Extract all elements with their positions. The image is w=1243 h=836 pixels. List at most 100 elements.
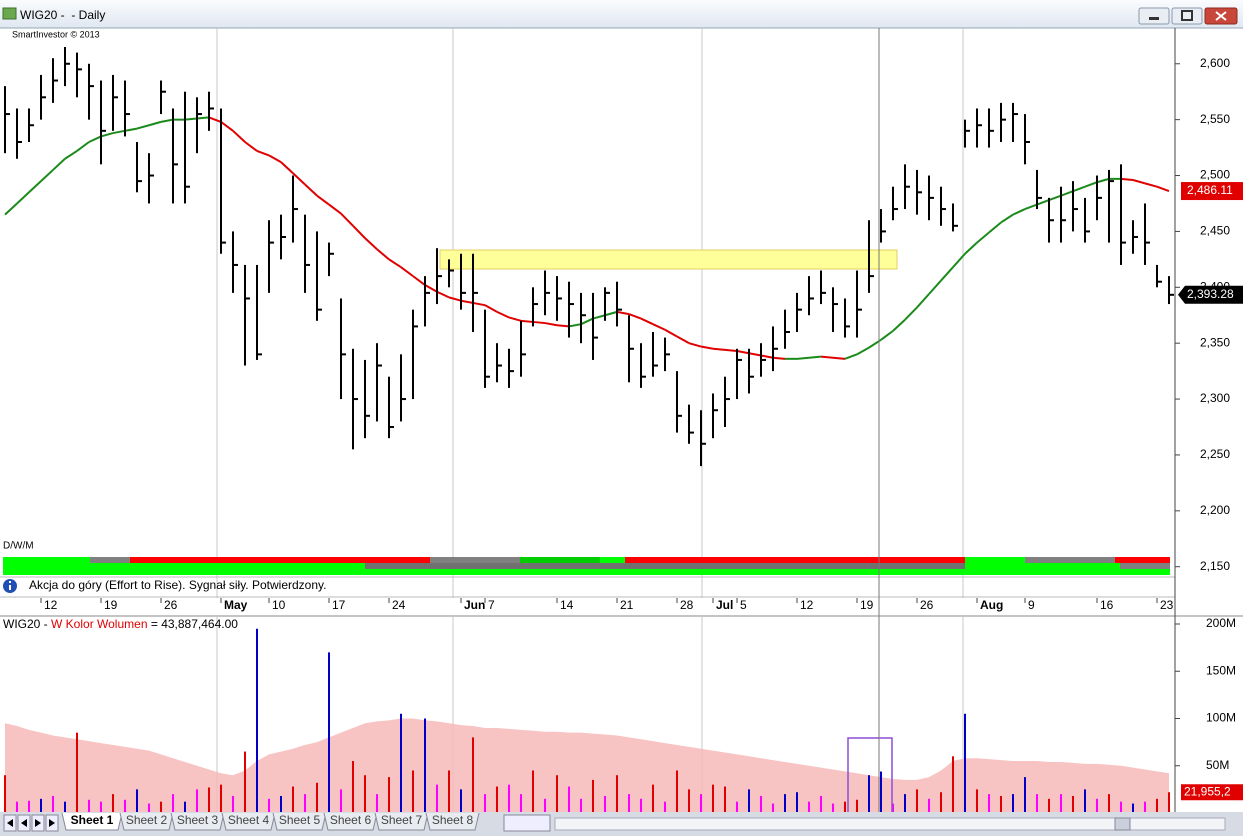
x-tick-label: 12 (800, 598, 814, 612)
ma-segment (388, 258, 402, 269)
ma-segment (64, 150, 78, 160)
strip-cell (1120, 563, 1170, 569)
ma-segment (616, 310, 630, 316)
sheet-tab[interactable] (221, 812, 276, 831)
y-tick-label: 2,600 (1200, 56, 1230, 70)
x-tick-label: Aug (980, 598, 1003, 612)
sheet-tab-label[interactable]: Sheet 6 (330, 813, 372, 827)
x-tick-label: 17 (332, 598, 346, 612)
ma-segment (28, 180, 42, 194)
x-tick-label: 9 (1028, 598, 1035, 612)
volume-header: WIG20 - W Kolor Wolumen = 43,887,464.00 (3, 617, 238, 631)
ma-segment (316, 194, 330, 206)
h-scrollbar[interactable] (554, 817, 1226, 831)
tab-nav (3, 814, 59, 832)
ma-segment (652, 323, 666, 331)
volume-title: WIG20 - (3, 617, 51, 631)
ma-segment (748, 352, 762, 357)
x-tick-label: Jul (716, 598, 733, 612)
ma-segment (832, 356, 846, 360)
sheet-tab[interactable] (323, 812, 378, 831)
ma-value-box (1181, 182, 1243, 201)
ma-segment (568, 323, 582, 328)
ma-segment (448, 296, 462, 302)
x-tick-label: 10 (272, 598, 286, 612)
ma-segment (1132, 179, 1146, 185)
ma-segment (856, 346, 870, 356)
ma-segment (544, 322, 558, 327)
ma-segment (436, 290, 450, 299)
ma-segment (268, 154, 282, 163)
x-tick-label: 7 (488, 598, 495, 612)
ma-segment (1156, 185, 1170, 192)
sheet-tab[interactable] (61, 812, 123, 831)
ma-segment (460, 299, 474, 304)
ma-segment (880, 330, 894, 341)
x-tick-label: 28 (680, 598, 694, 612)
ma-segment (352, 225, 366, 239)
sheet-tab[interactable] (425, 812, 480, 831)
sheet-tab[interactable] (119, 812, 174, 831)
strip-cell (430, 557, 520, 563)
ma-segment (340, 212, 354, 227)
sheet-tab-label[interactable]: Sheet 2 (126, 813, 168, 827)
ma-segment (508, 316, 522, 322)
ma-segment (928, 279, 942, 295)
ma-segment (328, 203, 342, 215)
sheet-tab-label[interactable]: Sheet 5 (279, 813, 321, 827)
ma-segment (1000, 213, 1014, 224)
strip-cell (1025, 557, 1115, 563)
ma-segment (988, 221, 1002, 234)
y-tick-label: 2,450 (1200, 224, 1230, 238)
restore-button[interactable] (1171, 7, 1203, 25)
minimize-button[interactable] (1138, 7, 1170, 25)
ma-segment (976, 231, 990, 244)
ma-segment (844, 353, 858, 360)
ma-segment (40, 169, 54, 182)
ma-segment (184, 117, 198, 121)
ma-segment (1024, 203, 1038, 210)
last-volume-box (1181, 784, 1243, 801)
y-tick-label: 2,550 (1200, 112, 1230, 126)
ma-segment (136, 124, 150, 130)
ma-segment (916, 293, 930, 309)
y-tick-label: 200M (1206, 616, 1236, 630)
scroll-thumb[interactable] (1114, 817, 1131, 831)
x-tick-label: 24 (392, 598, 406, 612)
ma-segment (952, 253, 966, 268)
ma-segment (1048, 194, 1062, 202)
sheet-tab-label[interactable]: Sheet 8 (432, 813, 474, 827)
sheet-tab-label[interactable]: Sheet 1 (71, 813, 114, 827)
ma-segment (220, 121, 234, 132)
sheet-tabs: Sheet 1 Sheet 2 Sheet 3 Sheet 4 Sheet 5 Sheet… (61, 812, 480, 831)
last-price-box (1178, 285, 1243, 304)
minimize-glyph (1149, 17, 1159, 20)
dwm-label: D/W/M (3, 541, 34, 552)
nav-glyph (35, 819, 41, 827)
info-text: Akcja do góry (Effort to Rise). Sygnał s… (29, 578, 326, 592)
ma-segment (1144, 182, 1158, 188)
ma-value-label: 2,486.11 (1187, 183, 1233, 197)
sheet-tab[interactable] (374, 812, 429, 831)
sheet-tab-label[interactable]: Sheet 3 (177, 813, 219, 827)
ma-segment (772, 356, 786, 360)
y-tick-label: 2,350 (1200, 335, 1230, 349)
info-icon-dot (9, 581, 11, 583)
sheet-tab-label[interactable]: Sheet 7 (381, 813, 423, 827)
restore-glyph (1181, 10, 1193, 21)
ma-segment (148, 120, 162, 127)
ma-segment (280, 161, 294, 175)
tab-tools[interactable] (503, 814, 551, 832)
ma-segment (556, 324, 570, 328)
ma-segment (760, 354, 774, 359)
ma-segment (160, 118, 174, 123)
close-glyph (1215, 11, 1227, 21)
ma-segment (736, 350, 750, 355)
ma-segment (244, 141, 258, 152)
sheet-tab[interactable] (170, 812, 225, 831)
sheet-tab[interactable] (272, 812, 327, 831)
ma-segment (304, 183, 318, 197)
sheet-tab-label[interactable]: Sheet 4 (228, 813, 270, 827)
window-buttons (1138, 7, 1238, 25)
